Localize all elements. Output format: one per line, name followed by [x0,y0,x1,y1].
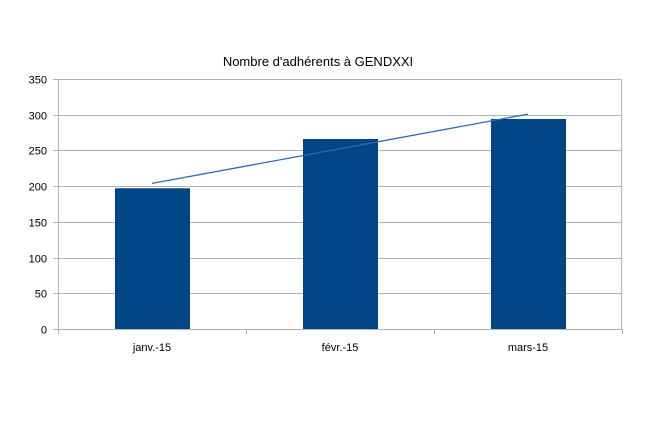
axes [53,79,623,334]
y-tick-label: 300 [29,111,47,123]
chart-title: Nombre d'adhérents à GENDXXI [223,54,413,69]
bar [115,188,190,329]
bars [115,119,566,329]
trendline [151,113,529,185]
bar [491,119,566,329]
y-tick-label: 50 [35,289,47,301]
y-tick-label: 0 [41,325,47,337]
y-tick-label: 150 [29,218,47,230]
x-tick-label: févr.-15 [322,342,359,354]
x-tick-label: mars-15 [508,342,548,354]
y-tick-label: 350 [29,75,47,87]
y-tick-label: 250 [29,146,47,158]
trendline [151,113,529,185]
y-tick-label: 200 [29,182,47,194]
y-axis-tick-labels: 0 50 100 150 200 250 300 350 [29,75,47,337]
y-tick-label: 100 [29,254,47,266]
bar [303,139,378,329]
x-axis-tick-labels: janv.-15 févr.-15 mars-15 [132,342,548,354]
x-tick-label: janv.-15 [132,342,171,354]
